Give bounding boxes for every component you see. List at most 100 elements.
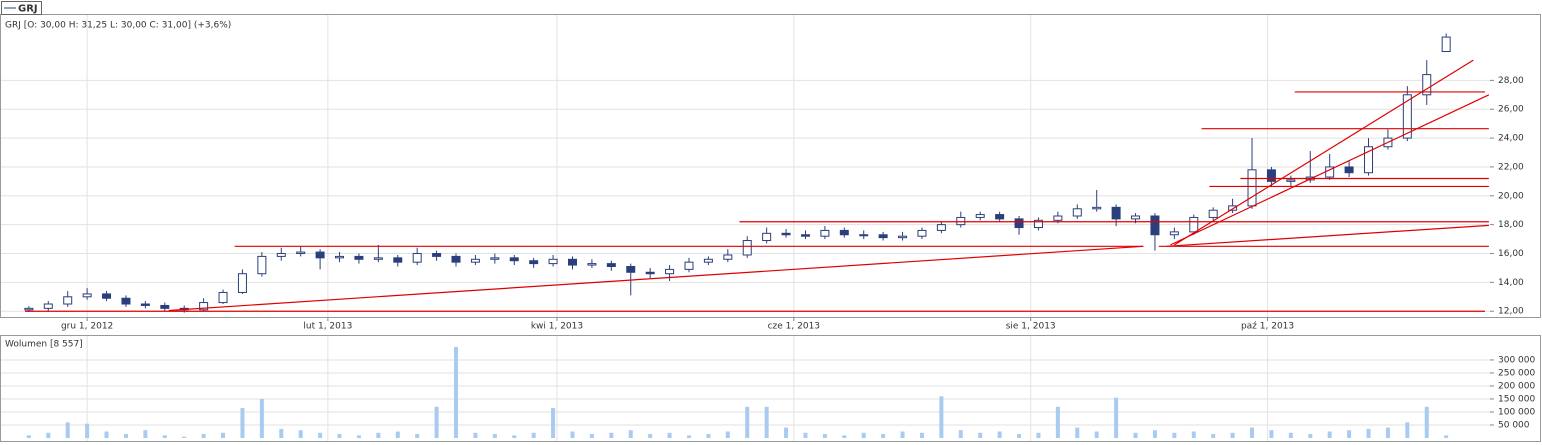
candle-body bbox=[24, 307, 34, 311]
candle-body bbox=[781, 232, 791, 236]
y-tick-label: 12,00 bbox=[1498, 307, 1524, 317]
candle-body bbox=[296, 251, 306, 255]
candle-body bbox=[218, 291, 228, 304]
candle-body bbox=[1189, 216, 1199, 233]
volume-bar bbox=[784, 427, 789, 438]
volume-bar bbox=[221, 432, 226, 438]
candle-body bbox=[820, 229, 830, 237]
volume-bar bbox=[1288, 432, 1293, 438]
candle-body bbox=[1111, 206, 1121, 220]
volume-bar bbox=[1094, 431, 1099, 438]
candle-body bbox=[140, 303, 150, 306]
x-tick-label: kwi 1, 2013 bbox=[531, 322, 583, 332]
y-tick-label: 26,00 bbox=[1498, 105, 1524, 115]
candle-body bbox=[723, 254, 733, 260]
volume-title: Wolumen [8 557] bbox=[5, 340, 83, 350]
volume-bar bbox=[939, 396, 944, 438]
x-tick-label: gru 1, 2012 bbox=[61, 322, 113, 332]
volume-bar bbox=[240, 408, 245, 438]
volume-bar bbox=[85, 423, 90, 438]
candle-body bbox=[1092, 206, 1102, 210]
candle-body bbox=[490, 257, 500, 260]
volume-bar bbox=[46, 432, 51, 438]
candle-body bbox=[800, 234, 810, 237]
volume-bar bbox=[1308, 434, 1313, 438]
price-panel bbox=[0, 14, 1541, 318]
volume-bar bbox=[978, 432, 983, 438]
candle-body bbox=[63, 296, 73, 305]
volume-bar bbox=[1152, 430, 1157, 438]
volume-bar bbox=[764, 406, 769, 438]
y-tick-label: 28,00 bbox=[1498, 76, 1524, 86]
candle-body bbox=[1402, 94, 1412, 139]
candle-body bbox=[121, 297, 131, 305]
volume-bar bbox=[1017, 434, 1022, 438]
candle-body bbox=[956, 216, 966, 226]
candle-body bbox=[1344, 166, 1354, 174]
volume-bar bbox=[745, 406, 750, 438]
candle-body bbox=[1014, 218, 1024, 229]
volume-bar bbox=[648, 434, 653, 438]
candle-body bbox=[1208, 209, 1218, 218]
volume-bar bbox=[1385, 427, 1390, 438]
candle-body bbox=[1169, 231, 1179, 236]
candle-body bbox=[839, 229, 849, 236]
volume-bar bbox=[1211, 434, 1216, 438]
volume-bar bbox=[1055, 406, 1060, 438]
volume-bar bbox=[415, 434, 420, 438]
candle-body bbox=[1364, 146, 1374, 174]
candle-body bbox=[529, 260, 539, 265]
volume-bar bbox=[434, 406, 439, 438]
candle-body bbox=[160, 304, 170, 309]
volume-bar bbox=[1424, 406, 1429, 438]
candle-body bbox=[412, 253, 422, 263]
volume-bar bbox=[162, 435, 167, 438]
volume-bar bbox=[958, 430, 963, 438]
candle-body bbox=[315, 251, 325, 259]
candle-body bbox=[1131, 215, 1141, 220]
y-tick-label: 16,00 bbox=[1498, 249, 1524, 259]
volume-bar bbox=[861, 432, 866, 438]
candle-body bbox=[665, 268, 675, 275]
volume-bar bbox=[26, 435, 31, 438]
volume-bar bbox=[551, 408, 556, 438]
candle-body bbox=[276, 253, 286, 257]
candle-body bbox=[975, 214, 985, 218]
candle-body bbox=[878, 234, 888, 239]
volume-bar bbox=[104, 431, 109, 438]
volume-bar bbox=[1191, 431, 1196, 438]
volume-bar bbox=[1444, 435, 1449, 438]
candle-body bbox=[1072, 208, 1082, 217]
volume-bar bbox=[1327, 431, 1332, 438]
y2-tick-label: 300 000 bbox=[1498, 355, 1535, 365]
candle-body bbox=[470, 258, 480, 263]
volume-bar bbox=[65, 422, 70, 438]
volume-bar bbox=[706, 434, 711, 438]
candle-body bbox=[645, 271, 655, 275]
y2-tick-label: 200 000 bbox=[1498, 381, 1535, 391]
candle-body bbox=[587, 263, 597, 266]
trendline bbox=[1170, 94, 1490, 246]
volume-bar bbox=[1230, 432, 1235, 438]
candle-body bbox=[917, 229, 927, 237]
y2-tick-label: 50 000 bbox=[1498, 420, 1530, 430]
legend-box bbox=[1, 1, 42, 15]
volume-bar bbox=[395, 431, 400, 438]
trendline bbox=[1174, 59, 1474, 246]
volume-bar bbox=[1172, 432, 1177, 438]
ohlc-info: GRJ [O: 30,00 H: 31,25 L: 30,00 C: 31,00… bbox=[5, 21, 231, 31]
y2-tick-label: 100 000 bbox=[1498, 407, 1535, 417]
candle-body bbox=[237, 273, 247, 293]
volume-bar bbox=[182, 436, 187, 438]
x-tick-label: sie 1, 2013 bbox=[1006, 322, 1056, 332]
volume-bar bbox=[531, 432, 536, 438]
candle-body bbox=[1053, 215, 1063, 221]
candle-body bbox=[606, 263, 616, 268]
volume-bar bbox=[919, 432, 924, 438]
y-tick-label: 14,00 bbox=[1498, 278, 1524, 288]
volume-bar bbox=[356, 435, 361, 438]
candle-body bbox=[898, 235, 908, 239]
volume-bar bbox=[803, 432, 808, 438]
candle-body bbox=[568, 258, 577, 266]
trendline bbox=[168, 245, 1144, 312]
